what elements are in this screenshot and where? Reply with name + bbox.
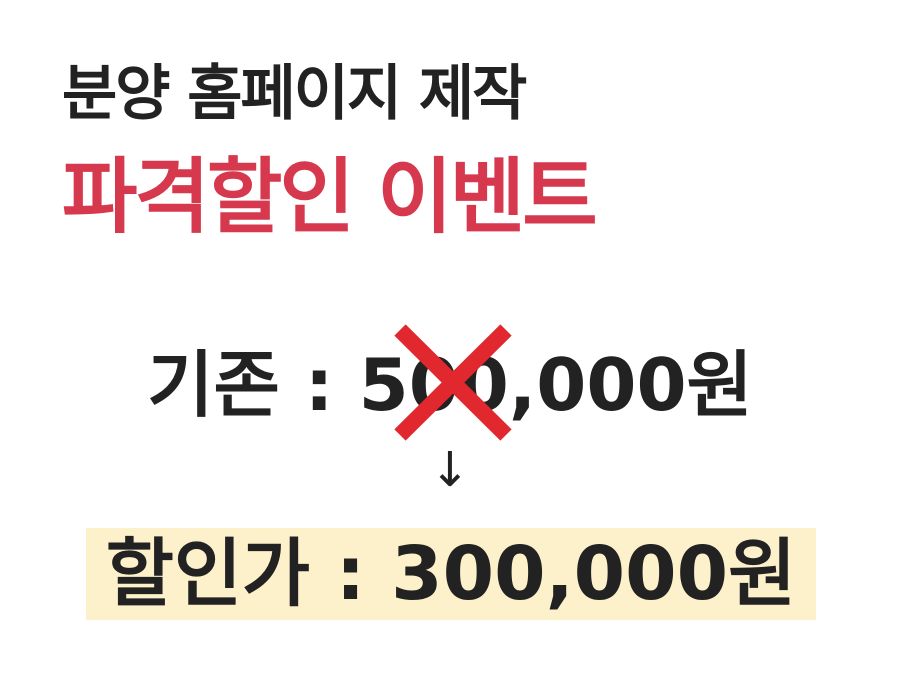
- sale-price: 할인가 : 300,000원: [105, 531, 797, 617]
- down-arrow-icon: ↓: [429, 442, 471, 498]
- headline-event: 파격할인 이벤트: [62, 150, 598, 245]
- sale-price-highlight: [86, 528, 816, 620]
- headline-title: 분양 홈페이지 제작: [62, 59, 527, 129]
- cross-icon: [394, 324, 512, 441]
